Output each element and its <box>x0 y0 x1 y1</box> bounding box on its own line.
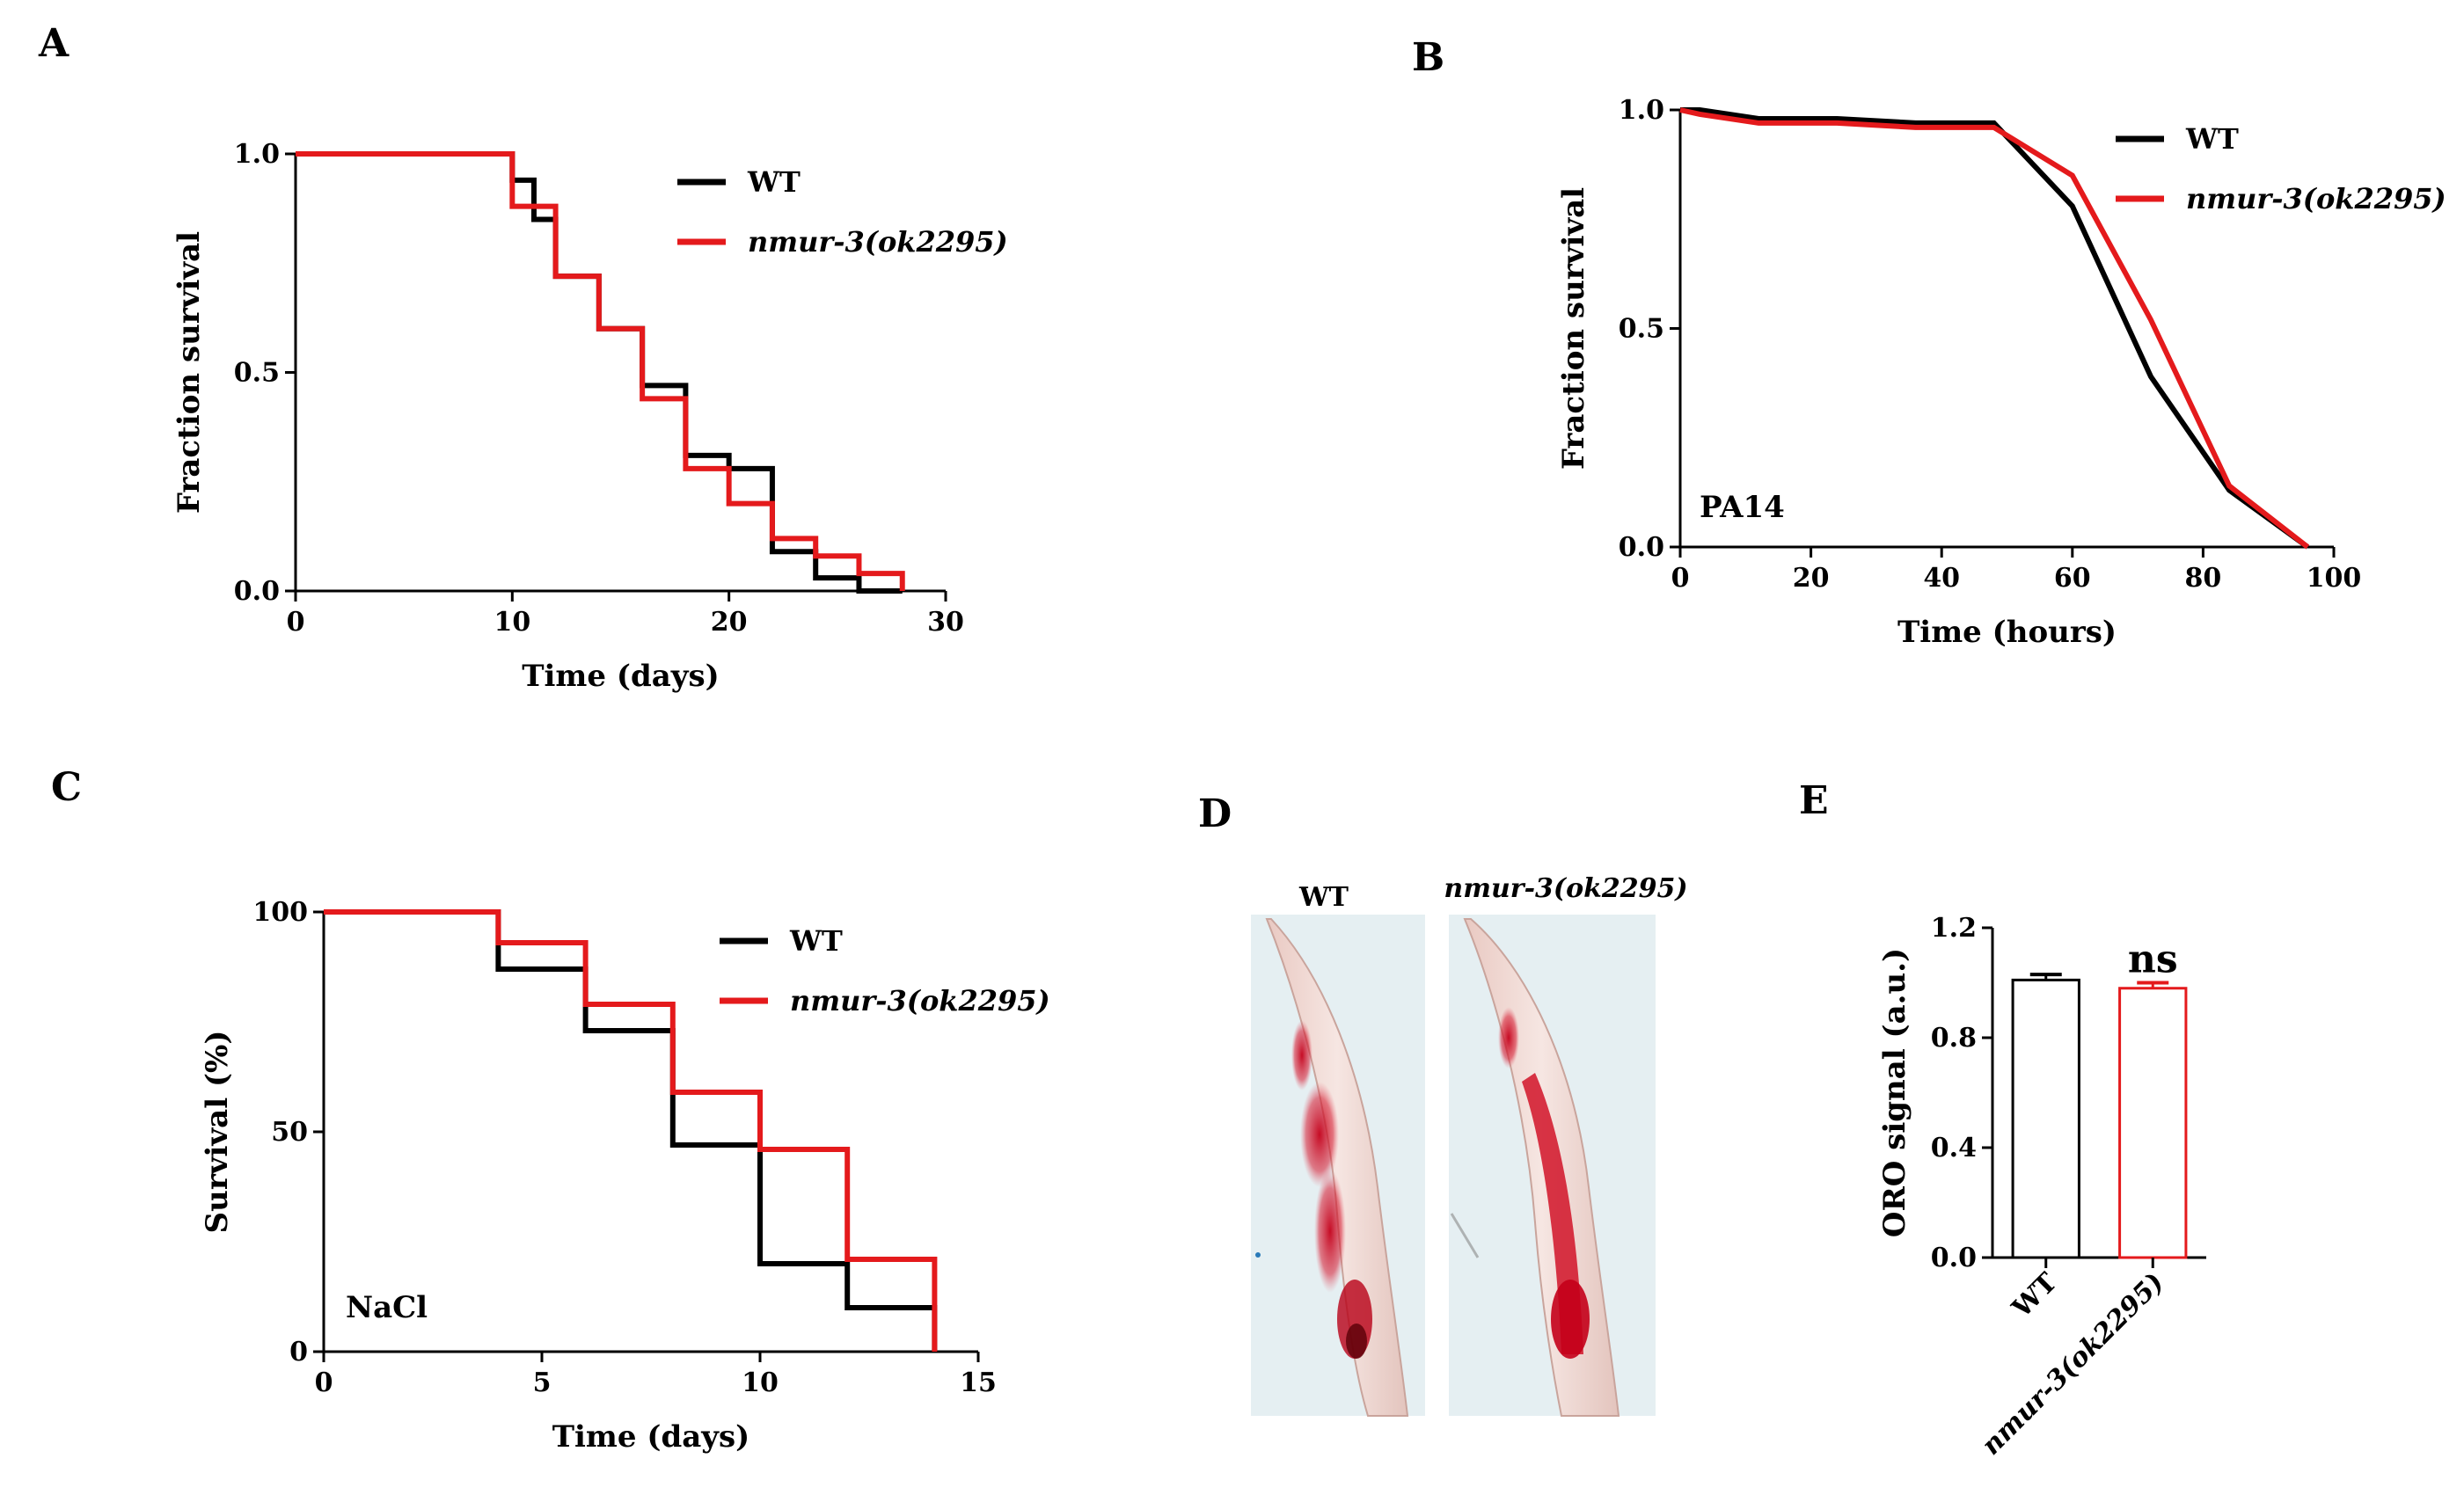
bar-wt <box>2011 978 2080 1259</box>
series-line-wt <box>1680 107 2310 550</box>
chart-panel-a: 0 10 20 30 0.0 0.5 1.0 Time (days) Fraction surv… <box>172 139 1008 694</box>
y-tick-label: 1.0 <box>234 139 280 170</box>
x-axis-label: Time (hours) <box>1897 615 2117 650</box>
y-tick-label: 0.0 <box>1619 532 1664 563</box>
panel-letter-c: C <box>51 765 82 810</box>
x-tick-label: 60 <box>2054 563 2091 594</box>
significance-label: ns <box>2128 937 2178 982</box>
x-tick-label: 40 <box>1923 563 1960 594</box>
x-tick-label: 10 <box>742 1367 779 1398</box>
series-line-mutant <box>324 909 938 1352</box>
chart-panel-b: 0 20 40 60 80 100 0.0 0.5 1.0 Time (hours) Fractio… <box>1556 95 2446 650</box>
y-axis-label: Survival (%) <box>200 1031 235 1234</box>
x-tick-label: 15 <box>960 1367 997 1398</box>
legend-label: WT <box>747 165 801 199</box>
panel-letter-d: D <box>1198 791 1232 836</box>
series-line-wt <box>296 151 903 594</box>
micrograph-wt <box>1251 915 1425 1417</box>
chart-panel-e: 0.0 0.4 0.8 1.2 ORO signal (a.u.) WTnmur-3(ok… <box>1877 913 2206 1462</box>
x-tick-label: 80 <box>2185 563 2222 594</box>
chart-annotation: PA14 <box>1700 490 1785 525</box>
bar-mutant <box>2118 987 2188 1259</box>
x-category-label: nmur-3(ok2295) <box>1976 1267 2170 1462</box>
x-tick-label: 20 <box>711 607 748 638</box>
series-line-mutant <box>296 151 905 591</box>
x-tick-label: 0 <box>315 1367 333 1398</box>
legend-label: WT <box>2185 122 2239 156</box>
x-tick-label: 5 <box>533 1367 552 1398</box>
chart-panel-c: 0 5 10 15 0 50 100 Time (days) Survival (%) WT nmu… <box>200 897 1050 1455</box>
y-axis-label: Fraction survival <box>1556 187 1591 470</box>
legend-label: WT <box>789 924 843 958</box>
series-line-mutant <box>1679 107 2310 550</box>
micrograph-label-mutant: nmur-3(ok2295) <box>1444 873 1687 904</box>
panel-letter-a: A <box>38 21 69 66</box>
y-tick-label: 0 <box>289 1337 308 1367</box>
y-tick-label: 0.0 <box>1931 1243 1977 1273</box>
y-tick-label: 0.0 <box>234 576 280 607</box>
y-tick-label: 0.5 <box>1619 314 1664 345</box>
x-tick-label: 20 <box>1793 563 1830 594</box>
panel-letter-b: B <box>1412 35 1444 80</box>
x-tick-label: 100 <box>2307 563 2362 594</box>
y-tick-label: 0.8 <box>1931 1023 1977 1054</box>
x-axis-label: Time (days) <box>552 1419 750 1455</box>
y-tick-label: 0.4 <box>1931 1133 1977 1163</box>
x-tick-label: 10 <box>494 607 530 638</box>
x-tick-label: 30 <box>927 607 964 638</box>
series-line-wt <box>324 909 938 1352</box>
micrograph-mutant <box>1449 915 1656 1417</box>
y-tick-label: 50 <box>271 1117 308 1148</box>
x-category-label: WT <box>2006 1266 2064 1324</box>
y-tick-label: 0.5 <box>234 358 280 389</box>
x-tick-label: 0 <box>1671 563 1690 594</box>
x-axis-label: Time (days) <box>522 659 720 694</box>
chart-annotation: NaCl <box>346 1290 428 1325</box>
x-tick-label: 0 <box>287 607 305 638</box>
legend-label: nmur-3(ok2295) <box>790 984 1050 1017</box>
legend-label: nmur-3(ok2295) <box>2186 182 2446 215</box>
y-tick-label: 1.0 <box>1619 95 1664 126</box>
micrograph-label-wt: WT <box>1298 882 1349 913</box>
y-tick-label: 100 <box>252 897 308 928</box>
y-axis-label: Fraction survival <box>172 231 207 514</box>
panel-letter-e: E <box>1799 778 1829 823</box>
y-axis-label: ORO signal (a.u.) <box>1877 948 1912 1237</box>
micrograph-panel-d: WT nmur-3(ok2295) <box>1251 873 1688 1417</box>
y-tick-label: 1.2 <box>1931 913 1977 944</box>
legend-label: nmur-3(ok2295) <box>748 225 1008 259</box>
